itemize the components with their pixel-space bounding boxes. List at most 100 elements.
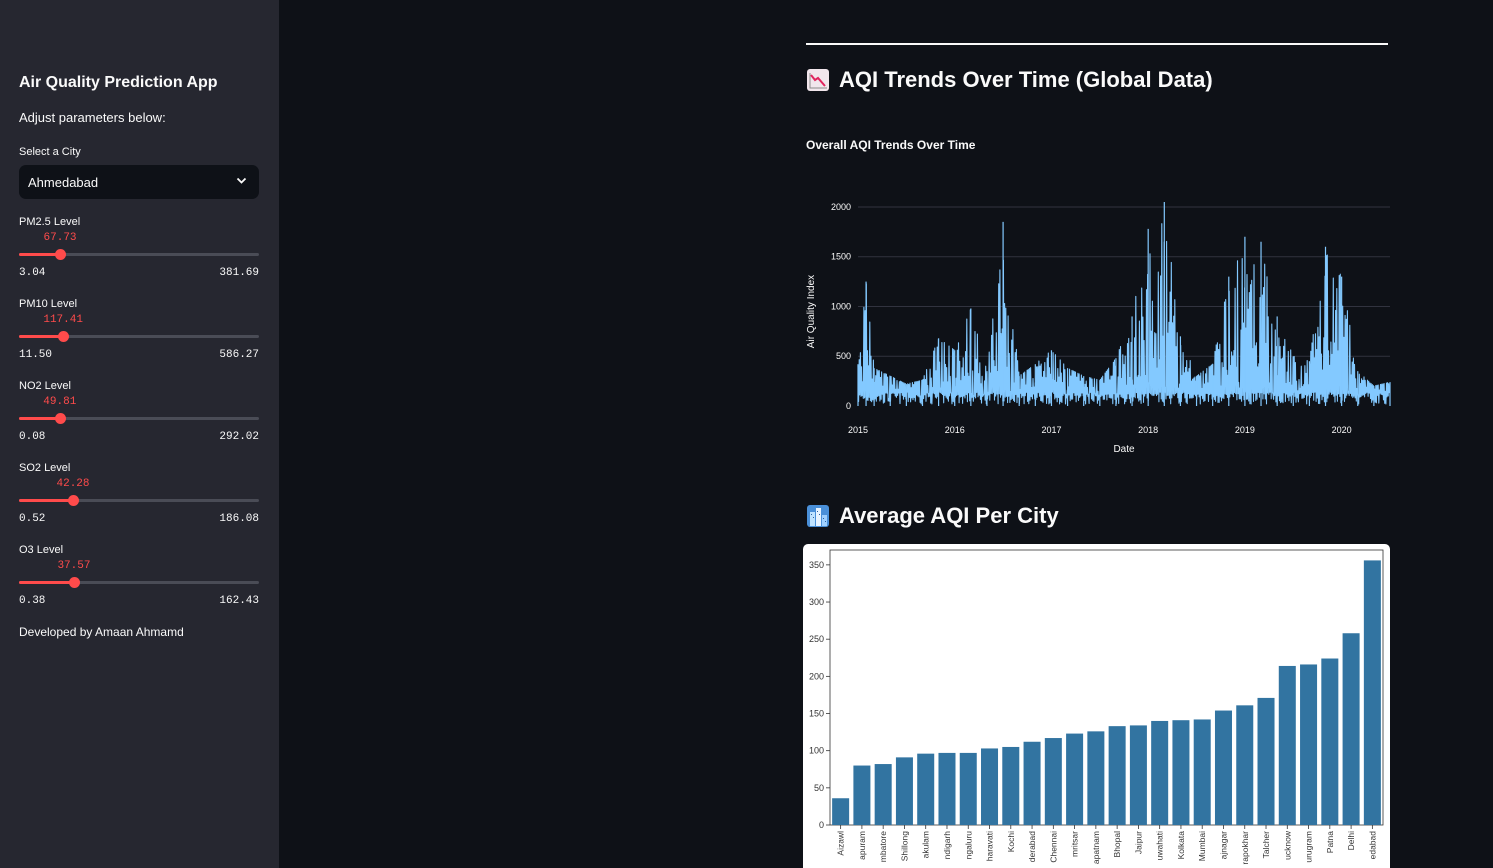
bar	[1363, 560, 1381, 825]
y-tick-label: 150	[809, 709, 824, 719]
sidebar: Air Quality Prediction App Adjust parame…	[0, 0, 279, 868]
slider-track[interactable]	[19, 249, 259, 260]
bar	[1236, 705, 1254, 825]
slider-min: 3.04	[19, 267, 46, 279]
bar-chart-panel: 0 50 100 150 200 250 300 350 Aizawl apuram mbatore…	[803, 544, 1390, 868]
x-tick-label: 2018	[1138, 425, 1158, 435]
bar	[853, 765, 871, 825]
slider-track[interactable]	[19, 413, 259, 424]
x-tick-label: Jaipur	[1133, 831, 1143, 854]
bar	[1300, 664, 1318, 825]
slider-max: 186.08	[219, 513, 259, 525]
y-tick-label: 2000	[831, 202, 851, 212]
slider-thumb[interactable]	[58, 331, 70, 342]
bar	[1002, 746, 1020, 825]
x-tick-label: ucknow	[1282, 830, 1292, 860]
slider-thumb[interactable]	[68, 495, 79, 506]
app-title: Air Quality Prediction App	[19, 74, 218, 91]
y-tick-label: 1000	[831, 301, 851, 311]
bar	[1172, 720, 1190, 825]
slider-fill	[19, 417, 60, 420]
x-tick-label: 2016	[945, 425, 965, 435]
o3-slider[interactable]: 37.57 0.38 162.43	[19, 560, 259, 620]
slider-min: 0.38	[19, 595, 46, 607]
slider-min: 0.52	[19, 513, 46, 525]
x-tick-label: Mumbai	[1197, 831, 1207, 861]
slider-thumb[interactable]	[54, 413, 66, 424]
x-tick-label: uwahati	[1155, 831, 1165, 860]
slider-current-value: 37.57	[57, 560, 91, 572]
line-chart-title: Overall AQI Trends Over Time	[806, 138, 976, 152]
y-tick-label: 300	[809, 597, 824, 607]
chevron-down-icon	[236, 177, 247, 184]
bar	[1087, 731, 1105, 825]
x-tick-label: Shillong	[899, 831, 909, 862]
bar	[1193, 719, 1211, 825]
aqi-line-chart[interactable]: 0 500 1000 1500 2000 2015 2016 2017 2018 2019 2020…	[800, 190, 1400, 465]
avg-aqi-bar-chart[interactable]: 0 50 100 150 200 250 300 350 Aizawl apuram mbatore…	[803, 544, 1390, 868]
x-tick-label: Talcher	[1261, 831, 1271, 859]
slider-label-so2: SO2 Level	[19, 462, 71, 474]
pm25-slider[interactable]: 67.73 3.04 381.69	[19, 232, 259, 292]
x-tick-label: ndigarh	[942, 831, 952, 860]
plot-frame	[829, 549, 1384, 826]
slider-label-pm25: PM2.5 Level	[19, 216, 81, 228]
bar	[1257, 697, 1275, 825]
sidebar-subtitle: Adjust parameters below:	[19, 110, 166, 125]
x-tick-label: urugram	[1304, 831, 1314, 863]
slider-fill	[19, 335, 64, 338]
cityscape-icon	[807, 505, 829, 527]
slider-current-value: 42.28	[56, 478, 90, 490]
slider-thumb[interactable]	[68, 577, 80, 588]
x-tick-label: derabad	[1027, 831, 1037, 862]
x-tick-label: haravati	[985, 831, 995, 861]
city-select[interactable]: Ahmedabad	[19, 165, 259, 199]
section-title-aqi-trends: AQI Trends Over Time (Global Data)	[806, 67, 1213, 93]
divider	[806, 43, 1388, 45]
so2-slider[interactable]: 42.28 0.52 186.08	[19, 478, 259, 538]
slider-fill	[19, 581, 74, 584]
x-tick-label: 2015	[848, 425, 868, 435]
x-tick-label: Chennai	[1048, 831, 1058, 863]
slider-current-value: 117.41	[43, 314, 83, 326]
bar	[1278, 665, 1296, 825]
bar	[1108, 726, 1126, 825]
no2-slider[interactable]: 49.81 0.08 292.02	[19, 396, 259, 456]
x-tick-label: Kochi	[1006, 831, 1016, 852]
slider-thumb[interactable]	[55, 249, 67, 260]
y-tick-label: 500	[836, 351, 851, 361]
slider-label-no2: NO2 Level	[19, 380, 71, 392]
bar	[1129, 725, 1147, 825]
x-tick-label: Kolkata	[1176, 831, 1186, 860]
bar	[1151, 720, 1169, 825]
x-tick-label: apatnam	[1091, 831, 1101, 864]
section-title-text: Average AQI Per City	[839, 503, 1059, 528]
chart-decreasing-icon	[807, 69, 829, 91]
slider-track[interactable]	[19, 331, 259, 342]
slider-label-o3: O3 Level	[19, 544, 64, 556]
slider-fill	[19, 499, 73, 502]
bar	[1342, 633, 1360, 825]
bar	[895, 757, 913, 825]
y-tick-label: 250	[809, 634, 824, 644]
x-tick-label: akulam	[921, 831, 931, 858]
x-tick-label: 2019	[1235, 425, 1255, 435]
x-tick-label: 2017	[1041, 425, 1061, 435]
x-tick-label: Patna	[1325, 831, 1335, 853]
pm10-slider[interactable]: 117.41 11.50 586.27	[19, 314, 259, 374]
bar	[1066, 733, 1084, 825]
x-tick-label: apuram	[857, 831, 867, 860]
slider-track[interactable]	[19, 495, 259, 506]
slider-label-pm10: PM10 Level	[19, 298, 78, 310]
developer-credit: Developed by Amaan Ahmamd	[19, 625, 184, 639]
x-tick-label: rapokhar	[1240, 831, 1250, 865]
city-select-value: Ahmedabad	[28, 175, 99, 190]
slider-track[interactable]	[19, 577, 259, 588]
bar	[938, 752, 956, 825]
bar	[981, 748, 999, 825]
slider-max: 292.02	[219, 431, 259, 443]
x-tick-label: Bhopal	[1112, 831, 1122, 858]
y-tick-label: 100	[809, 746, 824, 756]
x-tick-label: edabad	[1367, 831, 1377, 860]
slider-max: 162.43	[219, 595, 259, 607]
